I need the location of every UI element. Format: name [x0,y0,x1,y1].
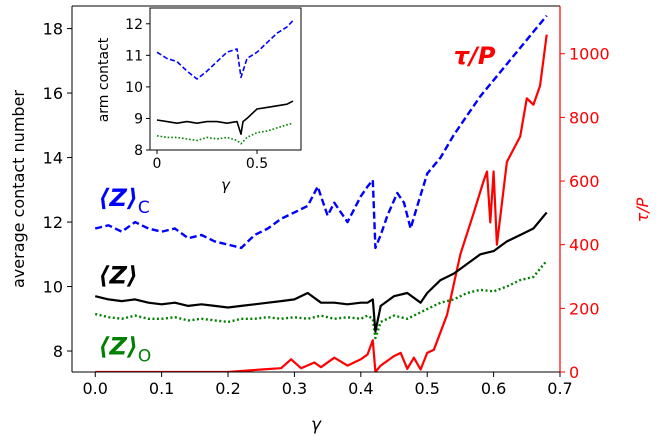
y-right-axis-label: τ/P [633,197,652,222]
y-right-tick-label: 200 [569,299,600,318]
x-tick-label: 0.6 [481,379,506,398]
y-tick-label: 10 [43,278,63,297]
annotation-subscript: C [138,198,150,218]
y-tick-label: 12 [43,213,63,232]
y-tick-label: 18 [43,20,63,39]
x-tick-label: 0.1 [149,379,174,398]
inset-x-tick-label: 0.5 [246,156,268,172]
y-tick-label: 8 [53,342,63,361]
x-tick-label: 0.7 [547,379,572,398]
series-annotation-2: ⟨Z⟩O [99,332,152,366]
y-right-tick-label: 600 [569,172,600,191]
y-right-tick-label: 400 [569,236,600,255]
x-tick-label: 0.5 [414,379,439,398]
inset-series-line-2 [156,122,294,145]
inset-background [150,8,301,150]
inset-y-tick-label: 11 [125,48,143,64]
series-line-3 [95,34,548,372]
inset-frame [149,7,302,151]
inset-plot: 0 0.5 8 9 10 11 12 γ arm contact [96,7,302,194]
series-line-2 [94,259,548,340]
inset-series-line-1 [156,100,294,135]
y-right-tick-label: 800 [569,108,600,127]
y-axis-label: average contact number [9,90,28,288]
inset-x-tick-label: 0 [153,156,162,172]
y-tick-label: 16 [43,84,63,103]
x-tick-label: 0.3 [282,379,307,398]
x-tick-label: 0.4 [348,379,373,398]
y-tick-label: 14 [43,149,63,168]
inset-x-axis-label: γ [221,176,231,194]
series-annotation-3: τ/P [454,42,496,70]
x-tick-label: 0.2 [215,379,240,398]
inset-y-tick-label: 8 [134,143,143,159]
series-line-1 [94,211,548,333]
inset-y-tick-label: 10 [125,80,143,96]
annotation-subscript: O [138,346,151,366]
series-annotation-1: ⟨Z⟩ [99,261,138,289]
series-line-0 [94,14,548,250]
x-axis-label: γ [311,415,322,435]
inset-y-tick-label: 9 [134,111,143,127]
y-right-tick-label: 1000 [569,45,610,64]
inset-y-tick-label: 12 [125,17,143,33]
y-right-tick-label: 0 [569,363,579,382]
series-annotation-0: ⟨Z⟩C [99,184,150,218]
inset-series-line-0 [156,20,294,80]
inset-y-axis-label: arm contact [96,37,112,122]
x-tick-label: 0.0 [83,379,108,398]
